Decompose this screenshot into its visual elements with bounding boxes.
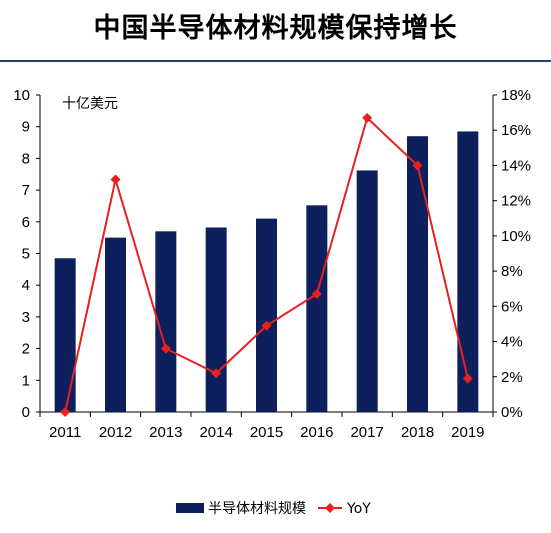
- x-axis-tick-label: 2014: [199, 424, 232, 441]
- yoy-point-2011: [60, 407, 71, 417]
- x-axis-tick-label: 2017: [350, 424, 383, 441]
- x-axis-tick-label: 2018: [401, 424, 434, 441]
- x-axis-tick-label: 2012: [99, 424, 132, 441]
- yoy-point-2015: [261, 320, 272, 331]
- left-axis-tick-label: 7: [22, 182, 30, 199]
- x-axis-tick-label: 2015: [250, 424, 283, 441]
- left-axis-tick-label: 9: [22, 119, 30, 136]
- title-divider: [0, 60, 551, 62]
- bar-2011: [54, 258, 76, 412]
- left-axis-tick-label: 5: [22, 246, 30, 263]
- x-axis-tick-label: 2011: [49, 424, 81, 441]
- legend-line-marker: [325, 503, 335, 513]
- page-title: 中国半导体材料规模保持增长: [93, 13, 458, 44]
- bar-2019: [457, 131, 479, 412]
- bar-2012: [105, 237, 126, 412]
- legend-bar-label: 半导体材料规模: [208, 501, 306, 517]
- right-axis-tick-label: 0%: [501, 404, 523, 421]
- left-axis-tick-label: 3: [22, 309, 30, 326]
- left-axis-tick-label: 10: [13, 87, 30, 104]
- x-axis-tick-label: 2016: [300, 424, 333, 441]
- right-axis-tick-label: 12%: [501, 193, 531, 210]
- yoy-point-2012: [110, 174, 121, 185]
- right-axis-tick-label: 2%: [501, 369, 523, 386]
- right-axis-tick-label: 6%: [501, 298, 523, 315]
- bar-2013: [155, 231, 177, 412]
- bar-2017: [356, 170, 378, 412]
- right-axis-tick-label: 14%: [501, 157, 531, 174]
- left-axis-tick-label: 8: [22, 150, 30, 167]
- x-axis-tick-label: 2019: [451, 424, 484, 441]
- bar-2018: [407, 136, 428, 412]
- bar-2015: [256, 218, 277, 412]
- legend-bar-swatch: [176, 503, 204, 513]
- left-axis-tick-label: 0: [22, 404, 30, 421]
- x-axis-tick-label: 2013: [149, 424, 182, 441]
- yoy-point-2018: [412, 160, 423, 171]
- right-axis-tick-label: 8%: [501, 263, 523, 280]
- yoy-point-2014: [211, 368, 222, 379]
- legend-line-label: YoY: [346, 501, 371, 517]
- bar-2014: [205, 227, 227, 412]
- yoy-point-2016: [311, 289, 322, 300]
- left-axis-tick-label: 1: [22, 372, 30, 389]
- right-axis-tick-label: 18%: [501, 87, 531, 104]
- right-axis-tick-label: 4%: [501, 334, 523, 351]
- left-axis-unit-label: 十亿美元: [62, 96, 118, 112]
- left-axis-tick-label: 2: [22, 341, 30, 358]
- bar-2016: [306, 205, 328, 412]
- right-axis-tick-label: 16%: [501, 122, 531, 139]
- yoy-point-2019: [462, 373, 473, 384]
- left-axis-tick-label: 4: [22, 277, 30, 294]
- yoy-point-2013: [160, 343, 171, 354]
- right-axis-tick-label: 10%: [501, 228, 531, 245]
- yoy-point-2017: [362, 112, 373, 123]
- left-axis-tick-label: 6: [22, 214, 30, 231]
